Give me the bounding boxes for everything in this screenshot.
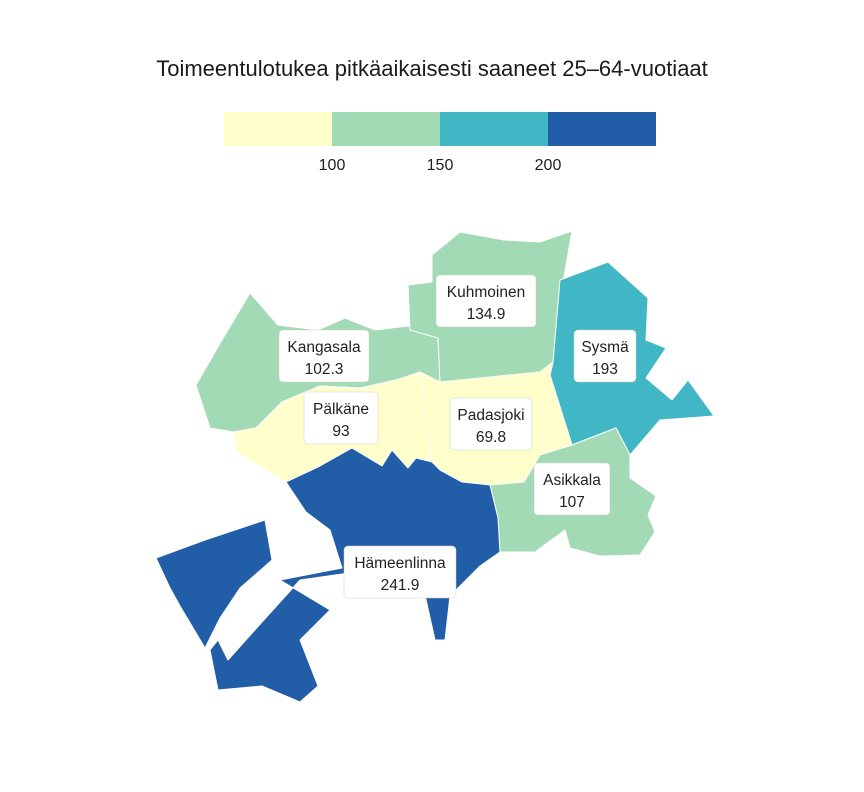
label-kangasala-value: 102.3 [305, 361, 344, 378]
label-kangasala: Kangasala 102.3 [278, 329, 370, 383]
label-padasjoki-name: Padasjoki [457, 407, 524, 424]
map-title: Toimeentulotukea pitkäaikaisesti saaneet… [156, 56, 708, 81]
legend-swatch-0 [224, 112, 332, 146]
label-sysma: Sysmä 193 [573, 329, 637, 383]
label-hameenlinna-name: Hämeenlinna [354, 555, 446, 572]
label-asikkala-value: 107 [559, 494, 585, 511]
legend-tick-150: 150 [427, 157, 454, 174]
label-hameenlinna-value: 241.9 [381, 577, 420, 594]
regions [155, 230, 715, 703]
label-hameenlinna: Hämeenlinna 241.9 [343, 545, 457, 599]
legend-swatch-3 [548, 112, 656, 146]
label-padasjoki: Padasjoki 69.8 [449, 397, 533, 451]
label-sysma-name: Sysmä [581, 339, 629, 356]
region-hameenlinna-west[interactable] [155, 519, 273, 649]
label-kuhmoinen-name: Kuhmoinen [447, 284, 525, 301]
label-asikkala-name: Asikkala [543, 472, 601, 489]
label-palkane-value: 93 [332, 423, 349, 440]
label-kangasala-name: Kangasala [287, 339, 361, 356]
region-labels: Kangasala 102.3 Kuhmoinen 134.9 Sysmä 19… [278, 274, 637, 599]
legend-tick-200: 200 [535, 157, 562, 174]
label-padasjoki-value: 69.8 [476, 429, 506, 446]
label-palkane: Pälkäne 93 [303, 391, 379, 445]
label-asikkala: Asikkala 107 [533, 462, 611, 516]
legend-swatch-1 [332, 112, 440, 146]
label-kuhmoinen-value: 134.9 [467, 306, 506, 323]
legend-swatch-2 [440, 112, 548, 146]
label-kuhmoinen: Kuhmoinen 134.9 [435, 274, 537, 328]
legend-tick-100: 100 [319, 157, 346, 174]
legend: 100 150 200 [224, 112, 656, 174]
label-palkane-name: Pälkäne [313, 401, 369, 418]
label-sysma-value: 193 [592, 361, 618, 378]
